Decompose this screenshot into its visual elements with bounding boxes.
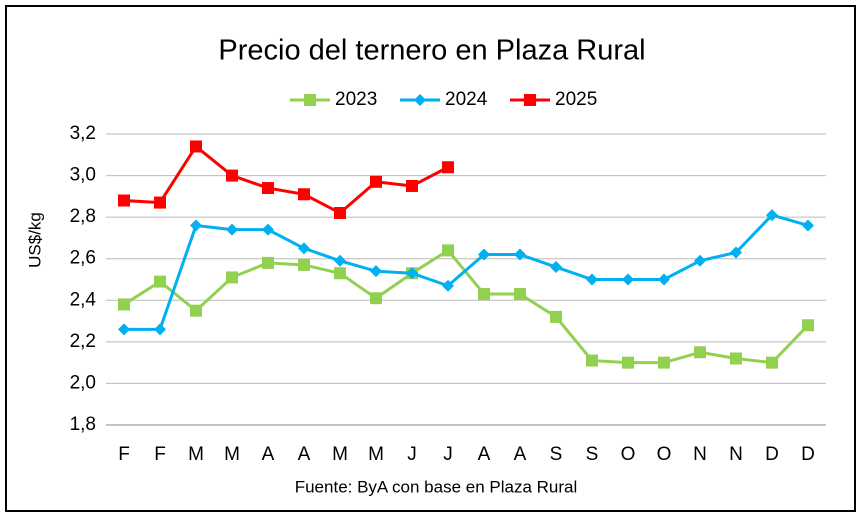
- data-point: [262, 223, 274, 236]
- data-point: [406, 267, 418, 280]
- data-point: [190, 304, 202, 317]
- data-point: [154, 323, 166, 336]
- legend-label: 2023: [335, 89, 377, 110]
- legend-marker: [524, 94, 536, 106]
- data-point: [622, 273, 634, 286]
- y-tick-label: 2,4: [70, 289, 97, 310]
- data-point: [802, 219, 814, 232]
- data-point: [226, 223, 238, 236]
- data-point: [406, 179, 418, 192]
- legend-label: 2025: [555, 89, 597, 110]
- x-tick-label: S: [550, 444, 563, 465]
- data-point: [118, 323, 130, 336]
- x-tick-label: M: [332, 444, 348, 465]
- data-point: [514, 288, 526, 301]
- data-point: [154, 275, 166, 288]
- data-point: [802, 319, 814, 332]
- data-point: [586, 273, 598, 286]
- x-tick-label: D: [765, 444, 779, 465]
- data-point: [118, 298, 130, 311]
- data-point: [694, 346, 706, 359]
- data-point: [622, 356, 634, 369]
- data-point: [658, 356, 670, 369]
- data-point: [442, 161, 454, 174]
- data-point: [478, 248, 490, 261]
- x-tick-label: N: [693, 444, 707, 465]
- data-point: [262, 182, 274, 195]
- data-point: [766, 356, 778, 369]
- x-tick-label: A: [298, 444, 311, 465]
- data-point: [334, 254, 346, 267]
- data-point: [298, 258, 310, 271]
- data-point: [514, 248, 526, 261]
- y-tick-label: 2,8: [70, 206, 96, 227]
- y-tick-label: 2,2: [70, 331, 96, 352]
- data-point: [190, 140, 202, 153]
- data-point: [550, 310, 562, 323]
- source-note: Fuente: ByA con base en Plaza Rural: [295, 477, 578, 496]
- data-point: [298, 188, 310, 201]
- data-point: [226, 271, 238, 284]
- data-point: [766, 209, 778, 222]
- x-tick-label: F: [154, 444, 166, 465]
- x-tick-label: F: [118, 444, 130, 465]
- y-tick-label: 2,6: [70, 248, 96, 269]
- y-tick-label: 3,2: [70, 123, 96, 144]
- chart-title: Precio del ternero en Plaza Rural: [218, 35, 645, 67]
- data-point: [334, 267, 346, 280]
- data-point: [334, 206, 346, 219]
- x-tick-label: J: [443, 444, 453, 465]
- data-point: [262, 256, 274, 269]
- legend-marker: [414, 94, 426, 106]
- x-tick-label: S: [586, 444, 599, 465]
- data-point: [298, 242, 310, 255]
- data-point: [442, 244, 454, 257]
- legend-label: 2024: [445, 89, 488, 110]
- data-point: [118, 194, 130, 207]
- y-tick-label: 3,0: [70, 165, 96, 186]
- x-tick-label: O: [621, 444, 636, 465]
- x-tick-label: N: [729, 444, 743, 465]
- y-axis-label: US$/kg: [25, 212, 44, 268]
- data-point: [190, 219, 202, 232]
- data-point: [442, 279, 454, 292]
- x-tick-label: A: [514, 444, 527, 465]
- x-tick-label: M: [224, 444, 240, 465]
- data-point: [694, 254, 706, 267]
- series-line: [123, 144, 449, 215]
- data-point: [658, 273, 670, 286]
- data-point: [730, 352, 742, 365]
- y-tick-label: 1,8: [70, 414, 96, 435]
- data-point: [226, 169, 238, 182]
- series-line: [124, 213, 809, 331]
- legend-marker: [304, 94, 316, 106]
- data-point: [370, 175, 382, 188]
- data-point: [154, 196, 166, 209]
- x-tick-label: J: [407, 444, 417, 465]
- x-tick-label: D: [801, 444, 815, 465]
- data-point: [478, 288, 490, 301]
- x-tick-label: M: [188, 444, 204, 465]
- x-tick-label: A: [262, 444, 275, 465]
- data-point: [586, 354, 598, 367]
- data-point: [370, 265, 382, 278]
- x-tick-label: M: [368, 444, 384, 465]
- data-point: [550, 261, 562, 274]
- x-tick-label: A: [478, 444, 491, 465]
- data-point: [370, 292, 382, 305]
- x-tick-label: O: [657, 444, 672, 465]
- y-tick-label: 2,0: [70, 372, 96, 393]
- data-point: [730, 246, 742, 259]
